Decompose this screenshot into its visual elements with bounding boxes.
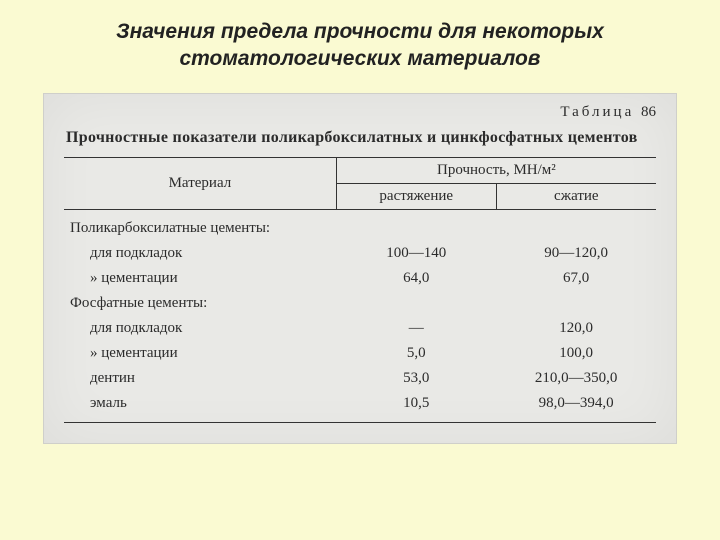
table-row: для подкладок—120,0 xyxy=(64,316,656,341)
col-header-material: Материал xyxy=(64,157,336,209)
table-row: » цементации64,067,0 xyxy=(64,266,656,291)
tension-cell: 53,0 xyxy=(336,366,496,391)
table-row: для подкладок100—14090—120,0 xyxy=(64,241,656,266)
strength-table: Материал Прочность, МН/м² растяжение сжа… xyxy=(64,157,656,423)
col-header-tension: растяжение xyxy=(336,183,496,209)
material-cell: эмаль xyxy=(64,391,336,416)
tension-cell: 64,0 xyxy=(336,266,496,291)
material-cell: для подкладок xyxy=(64,241,336,266)
table-head: Материал Прочность, МН/м² растяжение сжа… xyxy=(64,157,656,209)
table-bottom-rule xyxy=(64,416,656,423)
table-row: дентин53,0210,0—350,0 xyxy=(64,366,656,391)
tension-cell xyxy=(336,291,496,316)
table-number: Таблица 86 xyxy=(64,104,656,121)
material-cell: для подкладок xyxy=(64,316,336,341)
material-cell: Фосфатные цементы: xyxy=(64,291,336,316)
table-caption: Прочностные показатели поликарбоксилатны… xyxy=(66,129,656,147)
slide-title: Значения предела прочности для некоторых… xyxy=(50,18,670,73)
tension-cell: 100—140 xyxy=(336,241,496,266)
table-row: » цементации5,0100,0 xyxy=(64,341,656,366)
slide: Значения предела прочности для некоторых… xyxy=(0,0,720,540)
material-cell: Поликарбоксилатные цементы: xyxy=(64,216,336,241)
table-row: Фосфатные цементы: xyxy=(64,291,656,316)
compression-cell: 120,0 xyxy=(496,316,656,341)
col-header-strength-group: Прочность, МН/м² xyxy=(336,157,656,183)
material-cell: дентин xyxy=(64,366,336,391)
tension-cell: — xyxy=(336,316,496,341)
compression-cell: 90—120,0 xyxy=(496,241,656,266)
col-header-compression: сжатие xyxy=(496,183,656,209)
compression-cell xyxy=(496,291,656,316)
compression-cell: 98,0—394,0 xyxy=(496,391,656,416)
scanned-table-image: Таблица 86 Прочностные показатели полика… xyxy=(43,93,677,444)
compression-cell: 100,0 xyxy=(496,341,656,366)
tension-cell: 10,5 xyxy=(336,391,496,416)
table-body: Поликарбоксилатные цементы:для подкладок… xyxy=(64,209,656,422)
tension-cell: 5,0 xyxy=(336,341,496,366)
table-number-label: Таблица xyxy=(560,104,634,120)
table-number-value: 86 xyxy=(641,104,656,120)
compression-cell: 67,0 xyxy=(496,266,656,291)
table-row: Поликарбоксилатные цементы: xyxy=(64,216,656,241)
material-cell: » цементации xyxy=(64,341,336,366)
table-row: эмаль10,598,0—394,0 xyxy=(64,391,656,416)
compression-cell xyxy=(496,216,656,241)
tension-cell xyxy=(336,216,496,241)
compression-cell: 210,0—350,0 xyxy=(496,366,656,391)
material-cell: » цементации xyxy=(64,266,336,291)
